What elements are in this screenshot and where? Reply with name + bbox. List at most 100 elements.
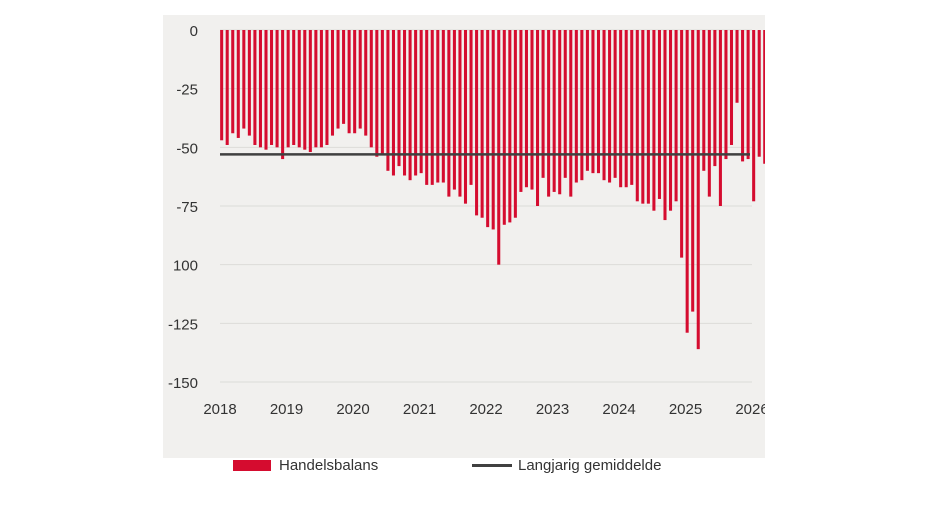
bar: [281, 30, 285, 160]
bar: [247, 30, 251, 136]
bar: [258, 30, 262, 148]
bar: [502, 30, 506, 225]
y-tick-label: -25: [176, 82, 198, 99]
bar: [353, 30, 357, 134]
legend-line-swatch: [472, 463, 512, 467]
legend-bar-swatch: [233, 459, 271, 471]
bar: [386, 30, 390, 171]
bar: [397, 30, 401, 167]
x-axis-labels: 2018 2019 2020 2021 2022 2023 2024 2025 2026: [203, 401, 765, 418]
bar: [685, 30, 689, 333]
bar: [741, 30, 745, 162]
bar: [430, 30, 434, 185]
bar: [347, 30, 351, 134]
y-tick-label: -125: [168, 316, 198, 333]
bar: [724, 30, 728, 160]
bar: [369, 30, 373, 148]
bar: [630, 30, 634, 185]
bar: [580, 30, 584, 181]
bar: [674, 30, 678, 202]
bar: [563, 30, 567, 178]
bar: [403, 30, 407, 176]
bar: [635, 30, 639, 202]
x-tick-label: 2020: [336, 401, 369, 418]
bar: [735, 30, 739, 103]
bar: [325, 30, 329, 145]
bar: [558, 30, 562, 195]
bar: [458, 30, 462, 197]
bar: [624, 30, 628, 188]
bar: [358, 30, 362, 129]
bar: [491, 30, 495, 230]
bar: [336, 30, 340, 129]
bar: [447, 30, 451, 197]
bar: [469, 30, 473, 185]
bar: [552, 30, 556, 192]
bar: [608, 30, 612, 183]
bar: [591, 30, 595, 174]
bar: [375, 30, 379, 157]
bar: [497, 30, 501, 265]
bar: [380, 30, 384, 155]
bar: [691, 30, 695, 312]
y-tick-label: 0: [190, 23, 198, 40]
bar: [702, 30, 706, 171]
bar: [292, 30, 296, 145]
bar: [718, 30, 722, 206]
x-tick-label: 2023: [536, 401, 569, 418]
bar: [319, 30, 323, 148]
bar: [585, 30, 589, 171]
bar: [669, 30, 673, 211]
x-tick-label: 2024: [602, 401, 635, 418]
bar: [308, 30, 312, 153]
bar: [613, 30, 617, 178]
bar: [441, 30, 445, 183]
bar: [547, 30, 551, 197]
x-tick-label: 2025: [669, 401, 702, 418]
bar: [602, 30, 606, 181]
bar: [236, 30, 240, 138]
bar: [364, 30, 368, 136]
bar: [713, 30, 717, 167]
bar: [663, 30, 667, 221]
bar: [220, 30, 224, 141]
bar: [253, 30, 257, 145]
x-tick-label: 2026: [735, 401, 765, 418]
bar: [452, 30, 456, 190]
bar: [508, 30, 512, 223]
gridlines: [220, 29, 752, 383]
bar: [314, 30, 318, 148]
bar: [652, 30, 656, 211]
bar: [680, 30, 684, 258]
bar: [231, 30, 235, 134]
bar: [707, 30, 711, 197]
y-tick-label: -75: [176, 199, 198, 216]
bar: [408, 30, 412, 181]
bar: [729, 30, 734, 145]
bar: [270, 30, 274, 145]
y-tick-label: 100: [173, 258, 198, 275]
x-tick-label: 2021: [403, 401, 436, 418]
y-tick-label: -50: [176, 140, 198, 157]
bar: [763, 30, 765, 164]
bar: [414, 30, 418, 176]
y-tick-label: -150: [168, 375, 198, 392]
bar: [536, 30, 540, 206]
bar: [436, 30, 440, 183]
bar: [569, 30, 573, 197]
bar: [513, 30, 517, 218]
bar: [342, 30, 346, 124]
bar: [275, 30, 279, 148]
bar: [696, 30, 700, 350]
bar: [425, 30, 429, 185]
bar: [541, 30, 545, 178]
bar: [297, 30, 301, 148]
bar: [419, 30, 423, 174]
bar: [225, 30, 229, 145]
chart-panel: 0 -25 -50 -75 100 -125 -150 2018 2019 2020 2021 20…: [163, 15, 765, 474]
bar: [303, 30, 307, 150]
bar: [746, 30, 750, 160]
bar: [480, 30, 484, 218]
x-tick-label: 2018: [203, 401, 236, 418]
